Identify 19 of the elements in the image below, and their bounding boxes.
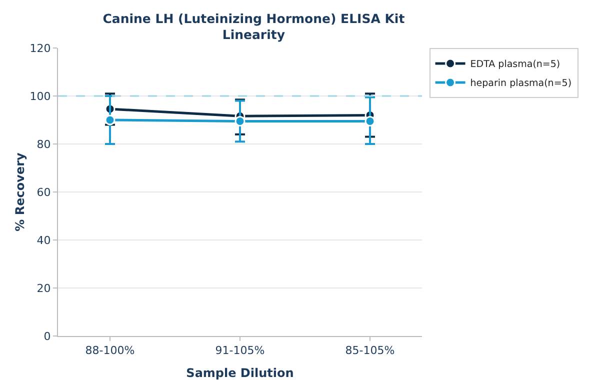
- y-tick-label: 40: [36, 234, 51, 247]
- y-tick-label: 0: [44, 330, 51, 343]
- chart-subtitle: Linearity: [222, 27, 286, 42]
- legend-label: EDTA plasma(n=5): [470, 59, 560, 70]
- y-tick-label: 20: [36, 282, 51, 295]
- x-axis-title: Sample Dilution: [186, 366, 294, 380]
- legend-label: heparin plasma(n=5): [470, 78, 572, 90]
- y-tick-label: 120: [30, 42, 51, 55]
- point: [234, 116, 246, 126]
- y-tick-label: 60: [36, 186, 51, 199]
- chart-title: Canine LH (Luteinizing Hormone) ELISA Kit: [102, 10, 405, 26]
- y-tick-label: 80: [36, 138, 51, 151]
- x-tick-label: 88-100%: [85, 344, 135, 358]
- x-tick-label: 91-105%: [215, 344, 265, 358]
- y-axis-title: % Recovery: [13, 152, 27, 232]
- x-tick-label: 85-105%: [345, 344, 395, 358]
- y-tick-label: 100: [30, 90, 51, 103]
- point: [364, 116, 376, 126]
- point: [104, 114, 116, 126]
